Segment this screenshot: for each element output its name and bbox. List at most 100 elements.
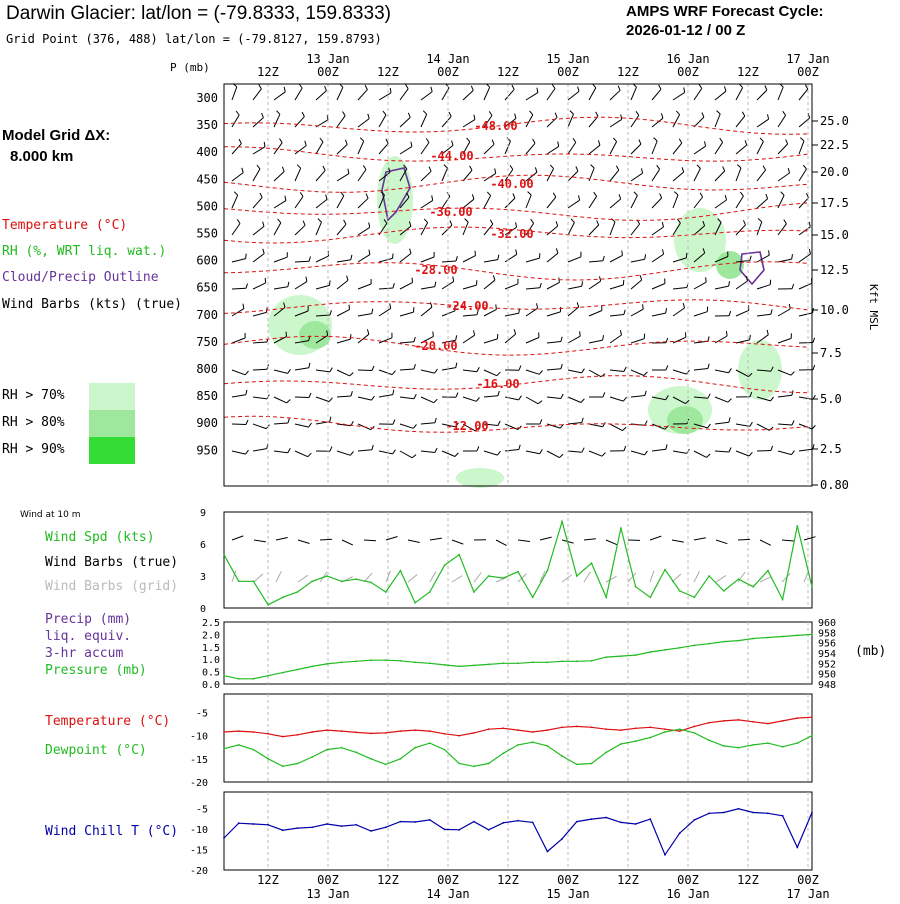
temperature-line-point <box>591 726 593 728</box>
wind-speed-line-point <box>297 591 299 593</box>
wind-speed-line-point <box>664 569 666 571</box>
wind-barb <box>812 425 815 429</box>
bottom-hour-label: 12Z <box>377 873 399 887</box>
wind-speed-line-point <box>738 578 740 580</box>
pressure-line-point <box>444 664 446 666</box>
wind-speed-line-point <box>355 578 357 580</box>
rh-shading-area <box>456 468 504 488</box>
wind-speed-line-point <box>414 602 416 604</box>
top-hour-label: 00Z <box>557 65 579 79</box>
temperature-line-point <box>297 734 299 736</box>
windchill-line-point <box>326 823 328 825</box>
pressure-line-point <box>811 634 813 636</box>
wind-barb <box>799 343 813 344</box>
bottom-hour-label: 12Z <box>737 873 759 887</box>
rh-shading-area <box>716 251 744 279</box>
wind-speed-line-point <box>620 527 622 529</box>
pressure-tick-label: 600 <box>196 254 218 268</box>
temperature-line-point <box>649 726 651 728</box>
wind-speed-line-point <box>502 577 504 579</box>
wind-speed-line-point <box>444 564 446 566</box>
wind-speed-line-point <box>473 591 475 593</box>
height-tick-label: 22.5 <box>820 138 849 152</box>
windchill-line-point <box>532 822 534 824</box>
pressure-line-point <box>649 651 651 653</box>
temperature-line-point <box>576 726 578 728</box>
height-tick-label: 12.5 <box>820 263 849 277</box>
wind-barbs-true-label: Wind Barbs (true) <box>45 555 178 570</box>
pressure-line-point <box>502 662 504 664</box>
legend-rh90-label: RH > 90% <box>2 442 65 457</box>
windchill-line-point <box>297 827 299 829</box>
temperature-line-point <box>253 731 255 733</box>
wind-speed-line-point <box>532 596 534 598</box>
pressure-tick-label: 500 <box>196 199 218 213</box>
windchill-line-point <box>547 851 549 853</box>
windchill-line-point <box>694 819 696 821</box>
wind-speed-line-point <box>561 521 563 523</box>
pressure-line-point <box>547 661 549 663</box>
temperature-line-point <box>723 720 725 722</box>
pressure-tick-label: 550 <box>196 227 218 241</box>
wind-speed-line-point <box>605 596 607 598</box>
dewpoint-line-point <box>811 735 813 737</box>
bottom-hour-label: 00Z <box>677 873 699 887</box>
dewpoint-line-point <box>782 746 784 748</box>
wind-speed-line-point <box>649 596 651 598</box>
windchill-line-point <box>502 822 504 824</box>
windchill-line-point <box>811 812 813 814</box>
wind-barb <box>757 451 771 452</box>
dewpoint-line-point <box>473 765 475 767</box>
wind-barb <box>789 304 790 309</box>
windchill-line-point <box>458 829 460 831</box>
windchill-label: Wind Chill T (°C) <box>45 824 178 839</box>
windchill-line-point <box>517 820 519 822</box>
dewpoint-line-point <box>605 752 607 754</box>
precip-tick-label: 2.0 <box>202 630 220 641</box>
windchill-line-point <box>796 847 798 849</box>
bottom-hour-label: 12Z <box>617 873 639 887</box>
wind-barb <box>622 251 623 256</box>
pressure-line-point <box>238 678 240 680</box>
temperature-line-point <box>664 728 666 730</box>
height-axis-title: Kft MSL <box>867 284 880 330</box>
top-hour-label: 00Z <box>437 65 459 79</box>
wind-tick-label: 0 <box>200 604 206 615</box>
wind-speed-line-point <box>694 596 696 598</box>
dewpoint-line-point <box>502 752 504 754</box>
pressure-line-point <box>796 635 798 637</box>
top-date-label: 15 Jan <box>546 52 589 66</box>
wind-speed-line-point <box>400 570 402 572</box>
height-tick-label: 5.0 <box>820 392 842 406</box>
isotherm-label: -24.00 <box>445 299 488 313</box>
dewpoint-line-point <box>620 743 622 745</box>
pressure-line-point <box>517 662 519 664</box>
windchill-tick-label: -10 <box>190 825 208 836</box>
isotherm-label: -12.00 <box>445 419 488 433</box>
top-date-label: 13 Jan <box>306 52 349 66</box>
wind-barb <box>412 278 413 283</box>
wind-speed-line-point <box>591 562 593 564</box>
temperature-line-point <box>355 732 357 734</box>
dewpoint-label: Dewpoint (°C) <box>45 743 147 758</box>
wind-barb <box>286 332 287 337</box>
wind-barb <box>349 305 350 310</box>
wind-speed-line-point <box>488 575 490 577</box>
pressure-line-point <box>679 647 681 649</box>
pressure-unit-label: (mb) <box>855 644 886 659</box>
bottom-hour-label: 00Z <box>317 873 339 887</box>
windchill-line-point <box>708 812 710 814</box>
windchill-tick-label: -15 <box>190 845 208 856</box>
isotherm-label: -48.00 <box>474 119 517 133</box>
wind-speed-line-point <box>253 580 255 582</box>
pressure-line-point <box>605 656 607 658</box>
temperature-line-point <box>767 723 769 725</box>
wind-speed-label: Wind Spd (kts) <box>45 530 155 545</box>
wind-barb <box>580 331 581 336</box>
wind-barb <box>393 253 394 258</box>
windchill-line-point <box>664 854 666 856</box>
bottom-hour-label: 00Z <box>437 873 459 887</box>
windchill-line-point <box>723 812 725 814</box>
windchill-line-point <box>561 838 563 840</box>
